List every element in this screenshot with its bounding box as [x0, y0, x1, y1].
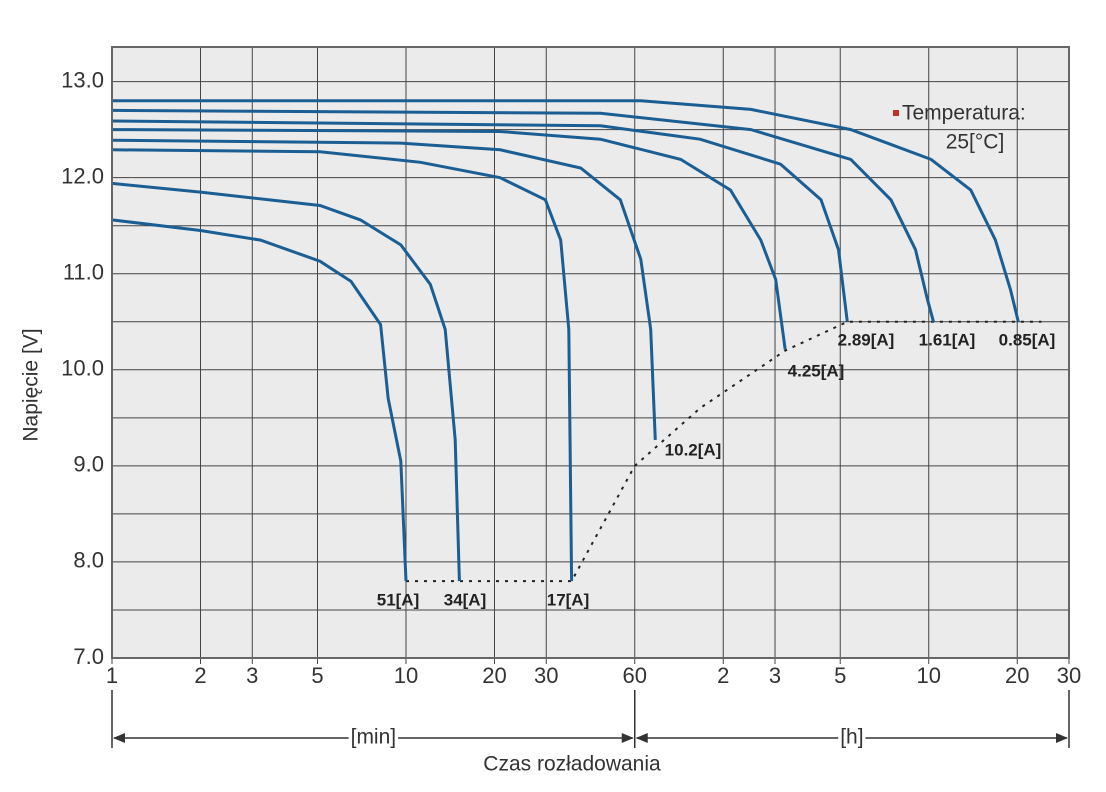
annotation: Temperatura: — [902, 102, 1026, 125]
x-tick-label: 2 — [717, 663, 729, 688]
x-tick-label: 10 — [916, 663, 940, 688]
y-tick-label: 9.0 — [73, 452, 104, 477]
plot-frame — [111, 46, 1070, 659]
x-tick-label: 20 — [1005, 663, 1029, 688]
series-label: 0.85[A] — [999, 330, 1056, 349]
y-tick-label: 12.0 — [61, 163, 104, 188]
series-label: 51[A] — [377, 590, 420, 609]
series-label: 34[A] — [444, 590, 487, 609]
series-label: 10.2[A] — [665, 440, 722, 459]
y-tick-label: 11.0 — [63, 260, 104, 285]
x-tick-label: 30 — [534, 663, 558, 688]
annotation-marker — [893, 110, 899, 116]
series-label: 2.89[A] — [838, 330, 895, 349]
discharge-curve — [111, 218, 408, 582]
x-tick-label: 5 — [834, 663, 846, 688]
x-tick-label: 1 — [106, 663, 118, 688]
y-axis-label: Napięcie [V] — [20, 328, 43, 441]
x-tick-label: 5 — [311, 663, 323, 688]
x-tick-label: 3 — [246, 663, 258, 688]
y-tick-label: 13.0 — [61, 67, 104, 92]
y-tick-label: 8.0 — [73, 548, 104, 573]
span-label-bg — [348, 725, 399, 749]
span-label: [min] — [351, 726, 397, 749]
annotation: 25[°C] — [946, 131, 1005, 154]
discharge-curve — [111, 181, 461, 582]
discharge-curve — [111, 119, 849, 322]
x-tick-label: 10 — [394, 663, 418, 688]
discharge-curve — [111, 138, 657, 440]
discharge-curve — [111, 128, 787, 350]
series-label: 4.25[A] — [788, 361, 845, 380]
discharge-curve — [112, 99, 1020, 323]
y-tick-label: 10.0 — [61, 356, 104, 381]
discharge-curve — [111, 148, 574, 582]
series-label: 1.61[A] — [919, 330, 976, 349]
x-tick-label: 20 — [482, 663, 506, 688]
plot-area — [111, 46, 1070, 659]
span-label-bg — [838, 725, 866, 749]
x-tick-label: 30 — [1057, 663, 1081, 688]
x-tick-label: 3 — [769, 663, 781, 688]
x-axis-label: Czas rozładowania — [483, 753, 661, 776]
x-tick-label: 2 — [194, 663, 206, 688]
discharge-curve — [111, 108, 935, 323]
span-label: [h] — [840, 726, 863, 749]
y-tick-label: 7.0 — [73, 644, 104, 669]
x-tick-label: 60 — [623, 663, 647, 688]
series-label: 17[A] — [547, 590, 590, 609]
